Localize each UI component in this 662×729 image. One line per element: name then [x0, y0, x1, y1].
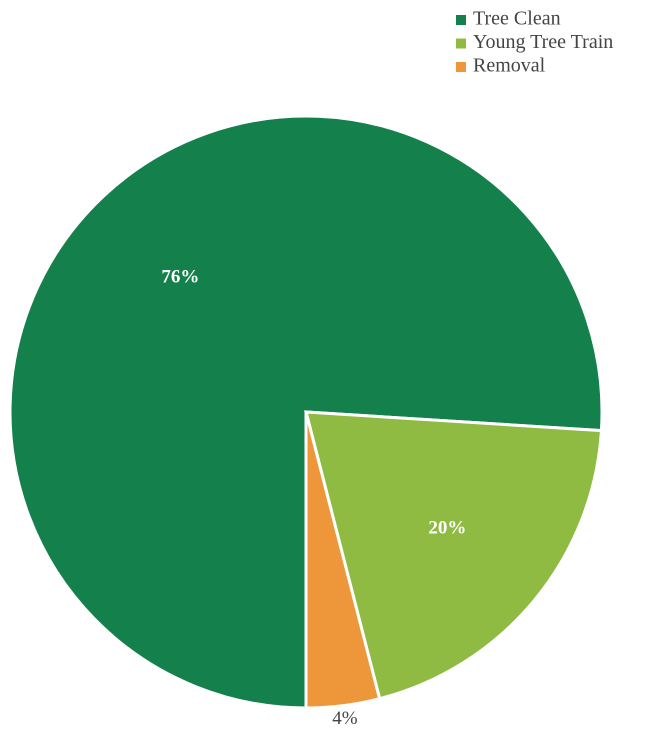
legend-label: Removal — [473, 55, 546, 77]
legend-swatch — [456, 15, 466, 25]
legend-label: Young Tree Train — [473, 31, 613, 53]
pie-slice — [304, 410, 604, 701]
data-label: 20% — [428, 517, 466, 538]
data-label: 76% — [161, 267, 199, 288]
pie-slice — [304, 411, 382, 710]
legend-swatch — [456, 38, 466, 49]
pie-slice — [8, 114, 604, 710]
legend-label: Tree Clean — [473, 8, 561, 30]
data-label: 4% — [332, 708, 358, 729]
legend-swatch — [456, 62, 466, 72]
